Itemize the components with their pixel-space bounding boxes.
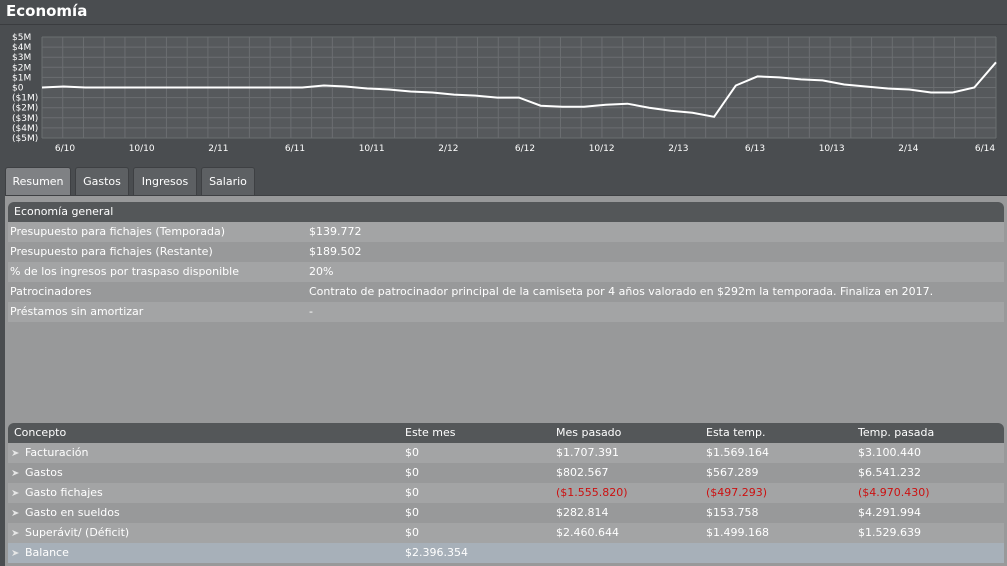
- cell-temp-pasada: $1.529.639: [858, 526, 921, 539]
- cell-temp-pasada: $6.541.232: [858, 466, 921, 479]
- x-tick-label: 10/11: [359, 144, 385, 154]
- general-row: Presupuesto para fichajes (Temporada) $1…: [8, 222, 1004, 242]
- y-tick-label: ($2M): [12, 104, 38, 114]
- x-tick-label: 10/10: [129, 144, 155, 154]
- expand-arrow-icon[interactable]: [12, 530, 19, 536]
- cell-mes-pasado: $1.707.391: [556, 446, 619, 459]
- general-row: Presupuesto para fichajes (Restante) $18…: [8, 242, 1004, 262]
- x-tick-label: 2/12: [438, 144, 458, 154]
- table-row[interactable]: Gasto en sueldos $0 $282.814 $153.758 $4…: [8, 503, 1004, 523]
- y-tick-label: $0: [12, 84, 24, 94]
- col-mes-pasado[interactable]: Mes pasado: [556, 426, 622, 439]
- y-tick-label: $5M: [12, 33, 31, 43]
- x-tick-label: 10/13: [819, 144, 845, 154]
- expand-arrow-icon[interactable]: [12, 450, 19, 456]
- general-row: Patrocinadores Contrato de patrocinador …: [8, 282, 1004, 302]
- expand-arrow-icon[interactable]: [12, 510, 19, 516]
- page-title: Economía: [6, 2, 88, 20]
- cell-mes-pasado: $282.814: [556, 506, 609, 519]
- cell-temp-pasada: ($4.970.430): [858, 486, 930, 499]
- tab-resumen[interactable]: Resumen: [5, 167, 71, 196]
- general-heading: Economía general: [8, 202, 1004, 222]
- general-row-value: 20%: [309, 265, 334, 278]
- expand-arrow-icon[interactable]: [12, 490, 19, 496]
- balance-chart-svg: $5M$4M$3M$2M$1M$0($1M)($2M)($3M)($4M)($5…: [12, 33, 997, 154]
- table-row[interactable]: Gastos $0 $802.567 $567.289 $6.541.232: [8, 463, 1004, 483]
- general-row-value: $139.772: [309, 225, 362, 238]
- x-tick-label: 6/14: [975, 144, 995, 154]
- cell-este-mes: $0: [405, 506, 419, 519]
- cell-mes-pasado: $802.567: [556, 466, 609, 479]
- row-concept: Superávit/ (Déficit): [25, 526, 130, 539]
- cell-este-mes: $0: [405, 486, 419, 499]
- general-row-value: -: [309, 305, 313, 318]
- cell-mes-pasado: $2.460.644: [556, 526, 619, 539]
- general-row-value: Contrato de patrocinador principal de la…: [309, 285, 934, 298]
- col-concepto[interactable]: Concepto: [14, 426, 67, 439]
- cell-temp-pasada: $4.291.994: [858, 506, 921, 519]
- balance-row[interactable]: Balance $2.396.354: [8, 543, 1004, 563]
- tab-gastos[interactable]: Gastos: [75, 167, 129, 196]
- balance-value: $2.396.354: [405, 546, 468, 559]
- table-row[interactable]: Gasto fichajes $0 ($1.555.820) ($497.293…: [8, 483, 1004, 503]
- cell-esta-temp: $567.289: [706, 466, 759, 479]
- title-divider: [0, 24, 1007, 25]
- cell-este-mes: $0: [405, 446, 419, 459]
- general-row: % de los ingresos por traspaso disponibl…: [8, 262, 1004, 282]
- cell-esta-temp: $1.499.168: [706, 526, 769, 539]
- cell-temp-pasada: $3.100.440: [858, 446, 921, 459]
- y-tick-label: ($1M): [12, 94, 38, 104]
- col-esta-temp[interactable]: Esta temp.: [706, 426, 766, 439]
- y-tick-label: ($5M): [12, 134, 38, 144]
- general-row-label: Presupuesto para fichajes (Temporada): [10, 225, 226, 238]
- x-tick-label: 6/10: [55, 144, 75, 154]
- y-tick-label: $3M: [12, 53, 31, 63]
- x-tick-label: 6/12: [515, 144, 535, 154]
- cell-este-mes: $0: [405, 466, 419, 479]
- general-row-label: Presupuesto para fichajes (Restante): [10, 245, 213, 258]
- balance-series-line: [41, 61, 997, 118]
- cell-este-mes: $0: [405, 526, 419, 539]
- table-row[interactable]: Facturación $0 $1.707.391 $1.569.164 $3.…: [8, 443, 1004, 463]
- x-tick-label: 2/14: [898, 144, 918, 154]
- resumen-panel: Economía general Presupuesto para fichaj…: [5, 195, 1007, 566]
- balance-label: Balance: [25, 546, 69, 559]
- y-tick-label: ($3M): [12, 114, 38, 124]
- expand-arrow-icon[interactable]: [12, 470, 19, 476]
- general-row: Préstamos sin amortizar -: [8, 302, 1004, 322]
- y-tick-label: $1M: [12, 73, 31, 83]
- general-row-value: $189.502: [309, 245, 362, 258]
- x-tick-label: 2/11: [208, 144, 228, 154]
- cell-esta-temp: $1.569.164: [706, 446, 769, 459]
- finance-table-header: Concepto Este mes Mes pasado Esta temp. …: [8, 423, 1004, 443]
- x-tick-label: 10/12: [589, 144, 615, 154]
- balance-chart: $5M $4M $3M $2M $1M $0 ($1M) ($2M) ($3M) ($4M) ($5…: [0, 28, 1007, 158]
- cell-esta-temp: $153.758: [706, 506, 759, 519]
- row-concept: Gasto en sueldos: [25, 506, 120, 519]
- x-tick-label: 6/13: [745, 144, 765, 154]
- table-row[interactable]: Superávit/ (Déficit) $0 $2.460.644 $1.49…: [8, 523, 1004, 543]
- cell-mes-pasado: ($1.555.820): [556, 486, 628, 499]
- tab-salario[interactable]: Salario: [201, 167, 255, 196]
- general-row-label: Préstamos sin amortizar: [10, 305, 144, 318]
- cell-esta-temp: ($497.293): [706, 486, 768, 499]
- y-tick-label: ($4M): [12, 124, 38, 134]
- x-tick-label: 2/13: [668, 144, 688, 154]
- y-tick-label: $2M: [12, 63, 31, 73]
- row-concept: Gasto fichajes: [25, 486, 103, 499]
- x-tick-label: 6/11: [285, 144, 305, 154]
- expand-arrow-icon[interactable]: [12, 550, 19, 556]
- general-row-label: Patrocinadores: [10, 285, 92, 298]
- row-concept: Facturación: [25, 446, 89, 459]
- y-tick-label: $4M: [12, 43, 31, 53]
- col-temp-pasada[interactable]: Temp. pasada: [858, 426, 935, 439]
- col-este-mes[interactable]: Este mes: [405, 426, 456, 439]
- general-row-label: % de los ingresos por traspaso disponibl…: [10, 265, 239, 278]
- row-concept: Gastos: [25, 466, 63, 479]
- tab-ingresos[interactable]: Ingresos: [133, 167, 197, 196]
